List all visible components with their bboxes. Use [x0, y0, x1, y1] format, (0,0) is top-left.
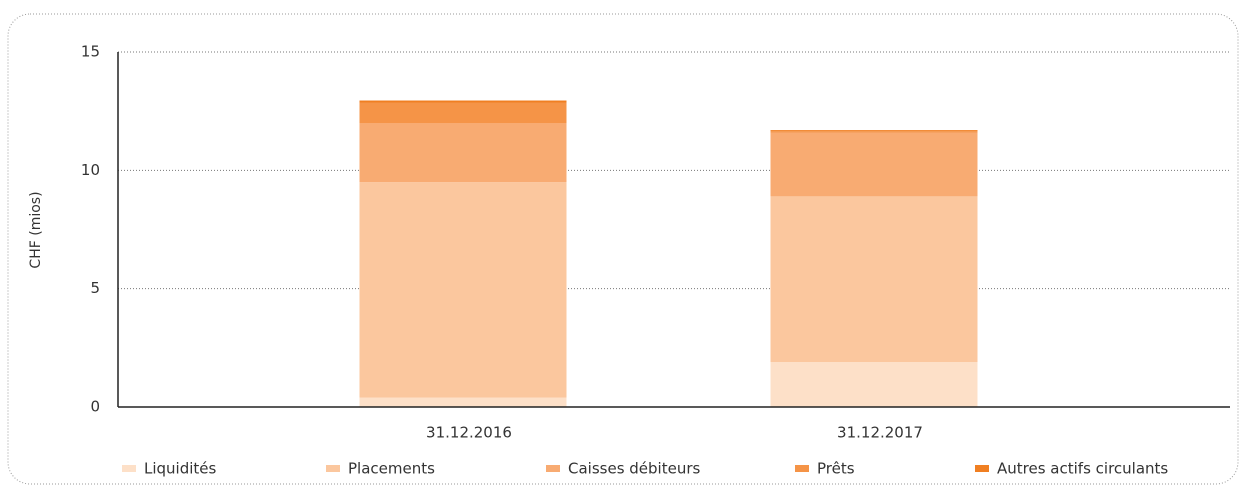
legend-swatch [326, 465, 340, 472]
bar-segment [359, 123, 567, 183]
legend-label: Autres actifs circulants [997, 460, 1168, 478]
y-tick-label: 5 [90, 279, 100, 297]
legend-swatch [795, 465, 809, 472]
bar-segment [770, 362, 978, 407]
legend-label: Caisses débiteurs [568, 460, 700, 478]
legend-swatch [975, 465, 989, 472]
chart-frame [7, 13, 1239, 485]
bar-segment [770, 132, 978, 197]
y-tick-label: 10 [81, 161, 100, 179]
legend-label: Placements [348, 460, 435, 478]
bar-segment [359, 100, 567, 103]
bar-segment [359, 397, 567, 407]
x-tick-label: 31.12.2017 [837, 424, 923, 442]
y-tick-label: 0 [90, 398, 100, 416]
bar-segment [359, 182, 567, 398]
y-axis-label: CHF (mios) [28, 191, 44, 268]
y-tick-label: 15 [81, 43, 100, 61]
legend-label: Liquidités [144, 460, 217, 478]
bar-segment [770, 130, 978, 132]
bar-segment [770, 131, 978, 133]
x-tick-label: 31.12.2016 [426, 424, 512, 442]
legend-swatch [122, 465, 136, 472]
bar-segment [359, 102, 567, 123]
bar-segment [770, 196, 978, 363]
legend-label: Prêts [817, 460, 855, 478]
legend-swatch [546, 465, 560, 472]
